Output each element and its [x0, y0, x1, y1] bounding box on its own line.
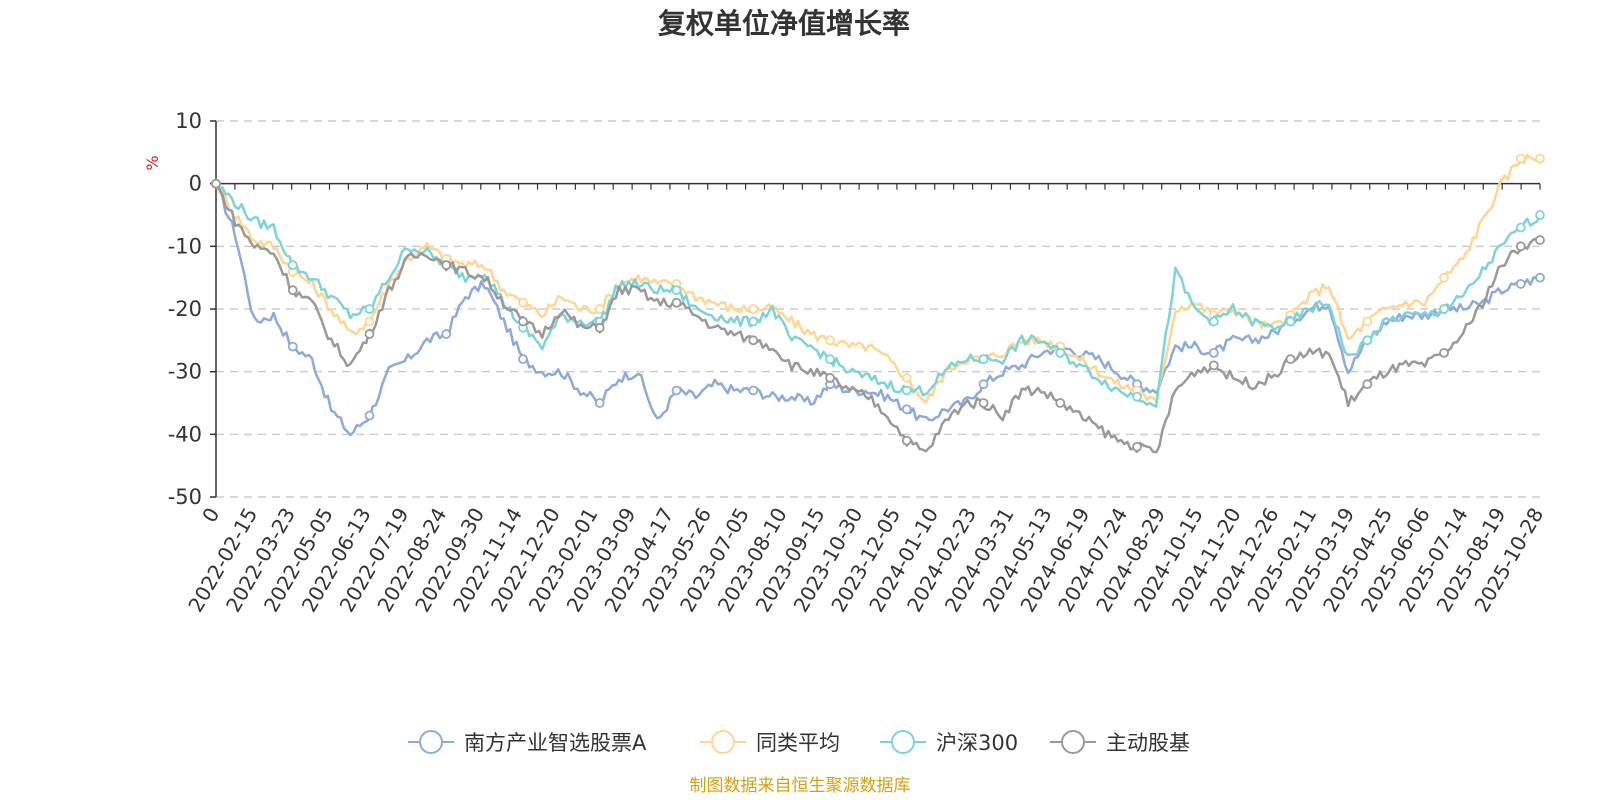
series-point	[1439, 272, 1449, 283]
legend-marker	[1061, 730, 1085, 754]
series-point	[594, 322, 605, 333]
legend-item[interactable]: 同类平均	[700, 730, 840, 755]
series-line	[214, 182, 1541, 437]
series-point	[364, 304, 375, 314]
series-point	[1285, 354, 1296, 365]
series-point	[441, 260, 452, 271]
series-point	[287, 260, 298, 271]
series-point	[1535, 210, 1545, 220]
series-line	[214, 153, 1541, 404]
series-point	[1439, 304, 1449, 314]
legend-item[interactable]: 沪深300	[880, 730, 1018, 755]
y-tick-label: -40	[168, 422, 202, 446]
x-tick-label: 0	[197, 504, 224, 527]
series-line	[214, 182, 1542, 408]
plot-area	[211, 153, 1545, 454]
y-axis: 10 0 -10 -20 -30 -40 -50	[168, 109, 217, 509]
series-point	[1208, 316, 1219, 327]
series-point	[1535, 272, 1545, 283]
series-point	[1362, 335, 1373, 346]
legend-label: 主动股基	[1106, 731, 1190, 755]
series-point	[1055, 347, 1066, 358]
series-point	[518, 297, 528, 308]
series-point	[287, 285, 298, 296]
x-axis: 02022-02-152022-03-232022-05-052022-06-1…	[183, 182, 1548, 616]
series-point	[671, 297, 682, 308]
series-point	[748, 316, 759, 327]
series-point	[1362, 379, 1373, 390]
y-tick-label: -50	[168, 485, 202, 509]
series-point	[1285, 316, 1296, 327]
series-point	[1535, 235, 1545, 245]
series-point	[594, 398, 605, 408]
source-footer: 制图数据来自恒生聚源数据库	[690, 776, 911, 796]
series-point	[1515, 241, 1526, 252]
series-point	[364, 329, 375, 339]
series-point	[364, 410, 375, 421]
series-point	[287, 341, 298, 352]
y-tick-label: -20	[168, 297, 202, 321]
series-point	[364, 316, 375, 327]
series-point	[441, 329, 452, 339]
series-point	[671, 385, 682, 396]
series-point	[978, 354, 989, 365]
y-tick-label: -30	[168, 360, 202, 384]
series-point	[978, 379, 989, 390]
grid-lines	[216, 120, 1540, 498]
series-point	[518, 316, 528, 327]
legend-label: 南方产业智选股票A	[464, 731, 647, 755]
series-point	[1515, 222, 1526, 233]
y-tick-label: -10	[168, 234, 202, 258]
series-point	[1362, 316, 1373, 327]
series-point	[671, 285, 682, 296]
series-point	[748, 385, 759, 396]
series-point	[901, 373, 912, 383]
legend-label: 同类平均	[756, 731, 840, 755]
series-point	[518, 354, 528, 365]
series-point	[211, 178, 221, 189]
series-point	[1208, 347, 1219, 358]
series-point	[825, 335, 835, 346]
series-point	[748, 335, 759, 346]
series-point	[901, 385, 912, 396]
legend-item[interactable]: 主动股基	[1050, 730, 1190, 755]
series-point	[901, 435, 912, 446]
legend-marker	[711, 730, 735, 754]
series-point	[1515, 153, 1526, 164]
series-point	[1515, 279, 1526, 289]
series-point	[1055, 398, 1066, 408]
series-point	[1439, 347, 1449, 358]
series-point	[748, 304, 759, 314]
series-point	[1132, 441, 1142, 452]
legend: 南方产业智选股票A 同类平均 沪深300 主动股基	[408, 730, 1190, 755]
series-point	[825, 373, 835, 383]
legend-label: 沪深300	[936, 731, 1018, 755]
y-axis-label: %	[143, 155, 162, 170]
legend-marker	[419, 730, 443, 754]
series-point	[1208, 360, 1219, 371]
series-point	[825, 354, 835, 365]
series-point	[1535, 153, 1545, 164]
legend-marker	[891, 730, 915, 754]
series-point	[978, 398, 989, 408]
series-point	[901, 404, 912, 415]
y-tick-label: 0	[189, 172, 202, 196]
series-line	[214, 183, 1541, 454]
series-point	[1132, 391, 1142, 402]
y-tick-label: 10	[175, 109, 202, 133]
chart-title: 复权单位净值增长率	[658, 7, 910, 40]
legend-item[interactable]: 南方产业智选股票A	[408, 730, 647, 755]
series-point	[594, 304, 605, 314]
